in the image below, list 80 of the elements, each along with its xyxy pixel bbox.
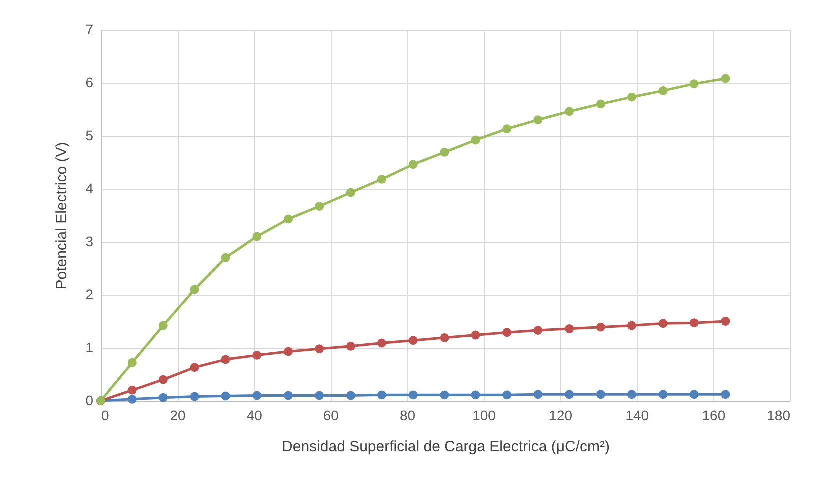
- point: [721, 390, 730, 400]
- point: [221, 355, 230, 364]
- point: [721, 74, 730, 84]
- point: [627, 390, 636, 400]
- point: [252, 391, 262, 400]
- point: [627, 92, 636, 102]
- point: [440, 390, 450, 400]
- point: [315, 391, 324, 400]
- point: [596, 100, 606, 109]
- point: [252, 350, 262, 360]
- x-tick-label: 40: [246, 408, 263, 424]
- y-tick-label: 7: [86, 22, 94, 38]
- x-tick-label: 60: [323, 408, 340, 424]
- point: [346, 391, 356, 400]
- x-tick-label: 160: [702, 408, 726, 424]
- y-tick-label: 5: [86, 128, 94, 144]
- point: [315, 202, 324, 211]
- point: [502, 390, 512, 400]
- point: [440, 333, 450, 342]
- point: [128, 358, 137, 368]
- y-tick-label: 3: [86, 234, 94, 250]
- point: [440, 148, 450, 157]
- x-tick-label: 20: [170, 408, 186, 424]
- point: [690, 318, 699, 328]
- x-axis-title: Densidad Superficial de Carga Electrica (μC/cm²): [282, 438, 610, 456]
- y-tick-label: 1: [86, 340, 94, 356]
- x-tick-label: 100: [472, 408, 496, 424]
- point: [221, 392, 230, 401]
- point: [190, 363, 200, 372]
- point: [502, 328, 512, 338]
- point: [315, 344, 324, 354]
- point: [158, 375, 168, 384]
- x-tick-label: 80: [400, 408, 416, 424]
- point: [252, 232, 262, 242]
- point: [377, 338, 386, 348]
- point: [471, 136, 480, 145]
- y-tick-label: 6: [86, 74, 94, 90]
- point: [721, 317, 730, 326]
- point: [565, 107, 574, 116]
- point: [690, 80, 699, 89]
- point: [190, 285, 200, 294]
- point: [158, 321, 168, 330]
- point: [284, 214, 294, 224]
- point: [596, 390, 606, 400]
- y-tick-label: 0: [86, 392, 94, 408]
- point: [284, 347, 294, 356]
- point: [408, 390, 418, 400]
- point: [284, 391, 294, 400]
- point: [502, 124, 512, 134]
- point: [408, 160, 418, 170]
- point: [658, 390, 668, 400]
- x-tick-label: 0: [102, 408, 110, 424]
- point: [346, 188, 356, 198]
- point: [658, 86, 668, 96]
- point: [690, 390, 699, 400]
- point: [627, 321, 636, 330]
- point: [658, 319, 668, 328]
- point: [534, 326, 543, 335]
- y-axis-title: Potencial Electrico (V): [54, 142, 71, 290]
- point: [377, 390, 386, 400]
- x-tick-label: 120: [549, 408, 573, 424]
- point: [128, 386, 137, 395]
- point: [346, 342, 356, 351]
- point: [190, 392, 200, 402]
- point: [471, 330, 480, 340]
- point: [596, 322, 606, 332]
- y-tick-label: 2: [86, 286, 94, 302]
- point: [128, 394, 137, 404]
- point: [377, 174, 386, 184]
- point: [565, 390, 574, 400]
- point: [408, 336, 418, 346]
- x-tick-label: 140: [626, 408, 650, 424]
- y-tick-label: 4: [86, 180, 94, 196]
- point: [565, 324, 574, 334]
- point: [221, 253, 230, 262]
- point: [158, 393, 168, 402]
- point: [534, 116, 543, 125]
- point: [471, 390, 480, 400]
- x-tick-label: 180: [767, 408, 791, 424]
- point: [534, 390, 543, 400]
